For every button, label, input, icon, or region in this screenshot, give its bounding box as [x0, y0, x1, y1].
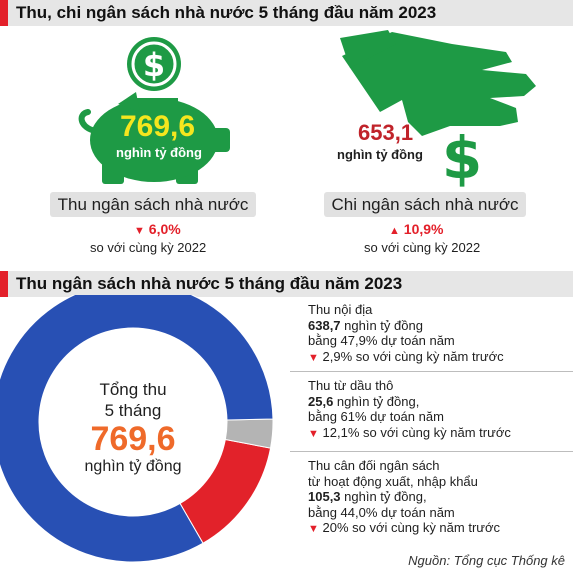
legend-value: 105,3 — [308, 489, 341, 504]
up-triangle-icon: ▲ — [389, 225, 400, 237]
expenditure-unit: nghìn tỷ đồng — [337, 147, 423, 162]
legend-change-line: ▼ 2,9% so với cùng kỳ năm trước — [308, 349, 504, 367]
revenue-change-value: 6,0% — [148, 221, 181, 237]
legend-unit: nghìn tỷ đồng — [340, 317, 423, 333]
revenue-compare: so với cùng kỳ 2022 — [90, 240, 207, 255]
revenue-donut-chart — [0, 295, 274, 563]
expenditure-change-value: 10,9% — [403, 221, 444, 237]
legend-value: 25,6 — [308, 393, 334, 409]
section-header-revenue-expenditure: Thu, chi ngân sách nhà nước 5 tháng đầu … — [0, 0, 573, 26]
legend-divider — [290, 451, 573, 452]
legend-change-line: ▼ 12,1% so với cùng kỳ năm trước — [308, 425, 511, 443]
expenditure-label-pill: Chi ngân sách nhà nước — [324, 192, 526, 217]
legend-title: Thu cân đối ngân sách — [308, 458, 440, 473]
revenue-change: ▼ 6,0% — [134, 221, 181, 237]
legend-plan: bằng 44,0% dự toán năm — [308, 504, 455, 520]
down-triangle-icon: ▼ — [134, 225, 145, 237]
legend-unit: nghìn tỷ đồng, — [340, 489, 427, 504]
donut-slice-domestic — [0, 295, 274, 563]
legend-import-export: Thu cân đối ngân sách từ hoạt động xuất,… — [308, 458, 500, 538]
legend-domestic: Thu nội địa 638,7 nghìn tỷ đồng bằng 47,… — [308, 302, 504, 366]
revenue-amount: 769,6 — [120, 110, 196, 143]
legend-value: 638,7 — [308, 317, 341, 333]
svg-text:$: $ — [143, 46, 165, 84]
down-triangle-icon: ▼ — [308, 523, 319, 535]
revenue-unit: nghìn tỷ đồng — [116, 145, 202, 160]
donut-center-unit: nghìn tỷ đồng — [84, 458, 182, 475]
revenue-label-pill: Thu ngân sách nhà nước — [50, 192, 256, 217]
down-triangle-icon: ▼ — [308, 351, 319, 364]
header-accent — [0, 0, 8, 26]
dollar-sign-icon: $ — [442, 124, 482, 190]
legend-value-line: 25,6 nghìn tỷ đồng, — [308, 394, 511, 410]
section-title: Thu, chi ngân sách nhà nước 5 tháng đầu … — [16, 3, 437, 22]
donut-center-line1: Tổng thu — [99, 380, 167, 399]
legend-plan: bằng 61% dự toán năm — [308, 409, 444, 424]
piggy-bank-icon: $ — [78, 37, 230, 184]
legend-change: 12,1% so với cùng kỳ năm trước — [322, 424, 511, 440]
expenditure-change: ▲ 10,9% — [389, 221, 443, 237]
legend-title: Thu từ dầu thô — [308, 378, 394, 393]
legend-value-line: 105,3 nghìn tỷ đồng, — [308, 489, 500, 505]
legend-plan: bằng 47,9% dự toán năm — [308, 333, 455, 348]
legend-value-line: 638,7 nghìn tỷ đồng — [308, 318, 504, 334]
legend-title-line2: từ hoạt động xuất, nhập khẩu — [308, 473, 478, 489]
hand-dropping-dollar-icon: $ — [340, 30, 536, 190]
section-title: Thu ngân sách nhà nước 5 tháng đầu năm 2… — [16, 274, 403, 293]
expenditure-amount: 653,1 — [358, 120, 414, 145]
down-triangle-icon: ▼ — [308, 427, 319, 440]
legend-title: Thu nội địa — [308, 302, 373, 317]
header-accent — [0, 271, 8, 297]
section-header-revenue-breakdown: Thu ngân sách nhà nước 5 tháng đầu năm 2… — [0, 271, 573, 297]
legend-unit: nghìn tỷ đồng, — [333, 393, 420, 409]
source-note: Nguồn: Tổng cục Thống kê — [408, 553, 565, 568]
dollar-coin-icon: $ — [127, 37, 181, 91]
legend-change: 2,9% so với cùng kỳ năm trước — [322, 348, 504, 364]
donut-center-line2: 5 tháng — [104, 401, 162, 420]
donut-center-value: 769,6 — [90, 420, 176, 458]
legend-change: 20% so với cùng kỳ năm trước — [322, 520, 500, 535]
legend-change-line: ▼ 20% so với cùng kỳ năm trước — [308, 520, 500, 538]
legend-divider — [290, 371, 573, 372]
legend-crude-oil: Thu từ dầu thô 25,6 nghìn tỷ đồng, bằng … — [308, 378, 511, 442]
expenditure-compare: so với cùng kỳ 2022 — [364, 240, 481, 255]
